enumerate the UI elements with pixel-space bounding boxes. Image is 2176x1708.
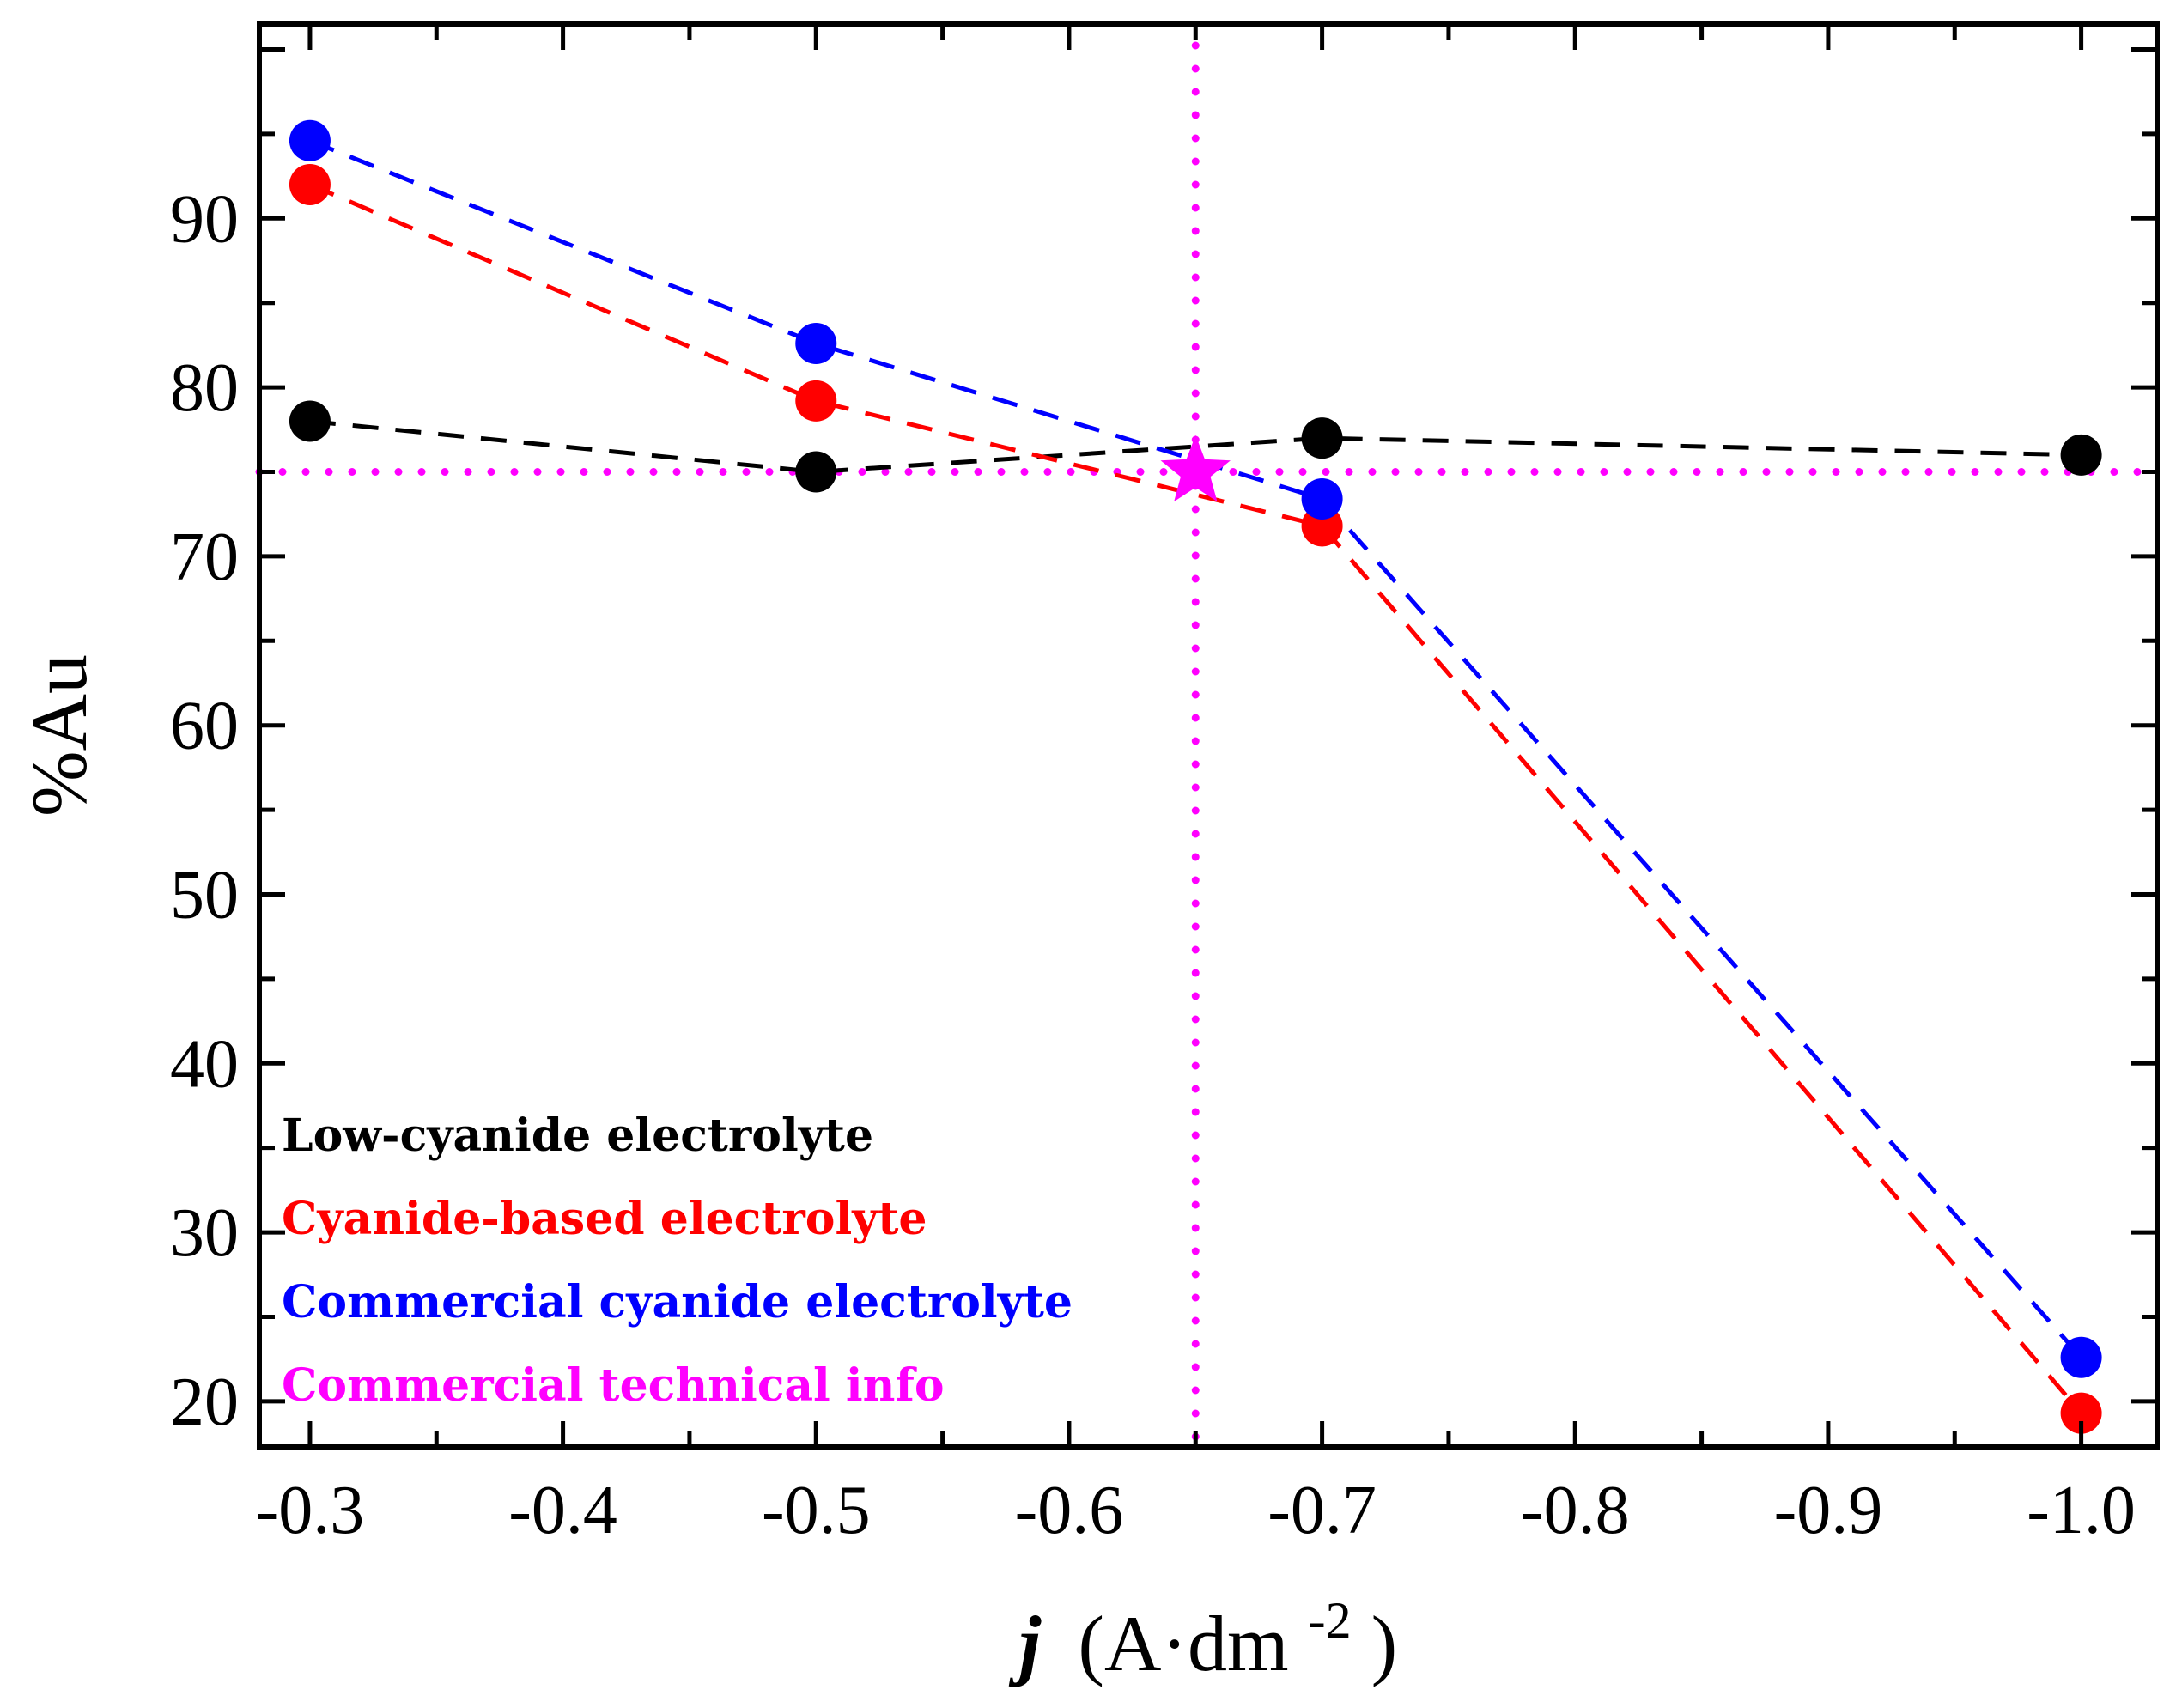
data-point [795,451,837,493]
x-tick-label: -0.9 [1774,1473,1883,1548]
y-tick-label: 40 [170,1026,239,1102]
legend-entry: Commercial cyanide electrolyte [282,1276,1073,1328]
x-tick-label: -0.6 [1015,1473,1124,1548]
y-tick-label: 50 [170,857,239,933]
data-point [2060,1392,2102,1434]
data-point [289,119,331,161]
plot-frame [257,21,2160,1450]
x-tick-label: -0.7 [1267,1473,1377,1548]
data-point [2060,1336,2102,1378]
y-axis-title: %Au [15,654,103,817]
data-point [1301,417,1343,459]
y-tick-label: 20 [170,1365,239,1440]
data-point [795,322,837,364]
axis-tick-labels: -0.3 -0.4 -0.5 -0.6 -0.7 -0.8 -0.9 -1.0 20 30 40 50… [170,181,2136,1548]
x-axis-title: j (A·dm -2 ) [1008,1567,1397,1687]
series-line [309,418,2082,475]
x-tick-label: -0.4 [508,1473,617,1548]
data-point [289,400,331,442]
series-line [309,138,2083,1359]
data-point [2060,434,2102,476]
x-tick-label: -0.8 [1521,1473,1630,1548]
y-tick-label: 80 [170,350,239,426]
legend-entry: Cyanide-based electrolyte [282,1193,927,1245]
x-axis-title-close: ) [1371,1600,1398,1687]
x-tick-label: -1.0 [2027,1473,2136,1548]
series-line [308,182,2083,1415]
data-point [795,380,837,422]
y-tick-label: 90 [170,181,239,257]
axis-ticks [259,24,2157,1447]
data-point [289,163,331,205]
y-tick-label: 30 [170,1195,239,1271]
series-markers [289,119,2102,1434]
star-marker [1160,435,1231,502]
y-tick-label: 60 [170,689,239,764]
y-tick-label: 70 [170,520,239,595]
legend: Low-cyanide electrolyte Cyanide-based ele… [282,1109,1073,1412]
x-tick-label: -0.5 [762,1473,871,1548]
data-point [1301,477,1343,520]
legend-entry: Commercial technical info [282,1359,945,1412]
series-lines [308,138,2083,1415]
x-axis-title-unit: (A·dm [1078,1600,1288,1687]
x-axis-title-sup: -2 [1309,1592,1352,1649]
x-tick-label: -0.3 [256,1473,365,1548]
legend-entry: Low-cyanide electrolyte [282,1109,873,1162]
x-axis-title-italic: j [1008,1600,1042,1687]
